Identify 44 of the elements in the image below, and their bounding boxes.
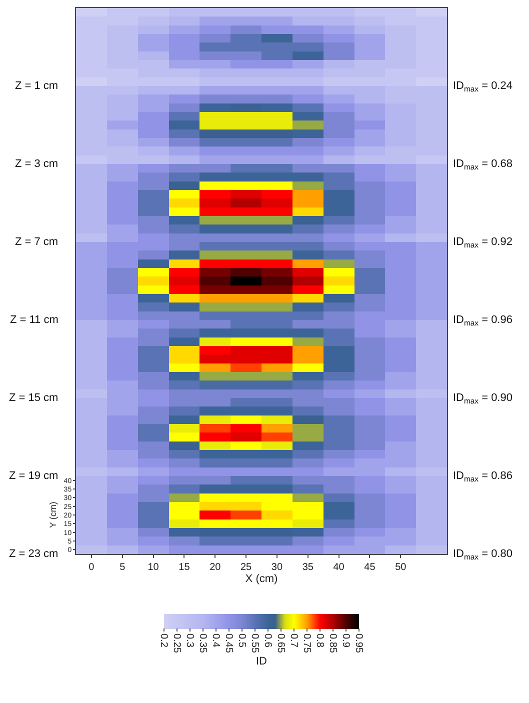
color-bar-title: ID	[256, 655, 268, 668]
text: Z = 7 cm	[15, 236, 58, 248]
text: ID$_{max}$ = 0.80	[453, 548, 512, 562]
text: ID$_{max}$ = 0.96	[453, 314, 512, 328]
color-bar-label: 0.9	[340, 634, 351, 648]
text: ID$_{max}$ = 0.24	[453, 80, 512, 94]
x-tick-label: 50	[395, 562, 407, 573]
x-tick-label: 30	[271, 562, 283, 573]
color-bar-label: 0.6	[262, 634, 273, 648]
color-bar-label: 0.45	[222, 634, 234, 654]
x-tick-label: 45	[364, 562, 376, 573]
color-bar-label: 0.3	[184, 634, 195, 648]
color-bar-label: 0.95	[352, 634, 364, 654]
color-bar-label: 0.85	[326, 634, 338, 654]
color-bar-label: 0.7	[288, 634, 299, 648]
color-bar-label: 0.2	[158, 634, 169, 648]
x-axis-title: X (cm)	[245, 573, 278, 586]
x-tick-label: 35	[302, 562, 314, 573]
color-bar-label: 0.25	[170, 634, 182, 654]
text: ID$_{max}$ = 0.68	[453, 158, 512, 172]
x-tick-label: 0	[88, 562, 95, 573]
text: Z = 23 cm	[9, 548, 58, 560]
x-tick-label: 20	[210, 562, 222, 573]
color-bar-label: 0.55	[248, 634, 260, 654]
x-tick-label: 10	[148, 562, 160, 573]
color-bar-label: 0.8	[314, 634, 325, 648]
x-tick-label: 15	[178, 562, 190, 573]
color-bar-label: 0.35	[196, 634, 208, 654]
x-tick-label: 40	[333, 562, 345, 573]
color-bar-label: 0.5	[236, 634, 247, 648]
text: Z = 1 cm	[15, 80, 58, 92]
color-bar-label: 0.65	[274, 634, 286, 654]
text: Z = 3 cm	[15, 158, 58, 170]
text: ID$_{max}$ = 0.92	[453, 236, 512, 250]
color-bar-label: 0.4	[210, 634, 221, 648]
color-bar-label: 0.75	[300, 634, 312, 654]
x-tick-label: 25	[240, 562, 252, 573]
text: ID$_{max}$ = 0.90	[453, 392, 512, 406]
x-tick-label: 5	[120, 562, 126, 573]
y-axis-title: Y (cm)	[48, 502, 58, 528]
text: Z = 19 cm	[9, 470, 58, 482]
text: ID$_{max}$ = 0.86	[453, 470, 512, 484]
text: Z = 11 cm	[10, 314, 58, 326]
text: Z = 15 cm	[9, 392, 58, 404]
